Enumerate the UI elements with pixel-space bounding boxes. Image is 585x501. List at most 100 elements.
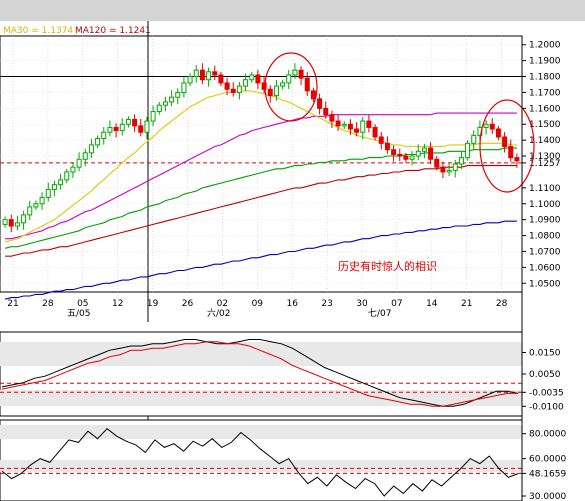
candle-body: [95, 138, 101, 146]
ma120-line: [5, 165, 517, 257]
candle-body: [21, 214, 27, 224]
candle-body: [354, 128, 360, 133]
y-tick-label: 1.1000: [529, 200, 561, 210]
candle-body: [440, 166, 446, 173]
ma240-line: [4, 220, 517, 300]
candle-body: [360, 120, 366, 133]
ma120-label: MA120 = 1.1241: [75, 26, 151, 36]
candle-body: [33, 203, 39, 208]
candle-body: [415, 150, 421, 157]
osc2-band: [0, 460, 522, 472]
candle-body: [280, 82, 286, 87]
x-tick-label: 19: [147, 299, 159, 309]
ma60-line: [5, 112, 517, 240]
candle-body: [169, 96, 175, 103]
header-bar: [0, 0, 585, 21]
x-tick-label: 09: [252, 299, 264, 309]
osc1-series-line: [1, 341, 518, 407]
x-tick-label: 21: [7, 299, 18, 309]
candle-body: [206, 71, 212, 81]
candle-body: [502, 136, 508, 148]
candle-body: [397, 153, 403, 157]
candle-body: [372, 126, 378, 138]
candle-body: [391, 149, 397, 155]
osc1-tick-label: 0.0050: [529, 370, 561, 380]
candle-body: [421, 147, 427, 152]
candle-body: [113, 126, 119, 132]
candle-body: [304, 77, 310, 92]
y-tick-label: 1.1600: [529, 104, 561, 114]
x-tick-label: 07: [391, 299, 402, 309]
candle-body: [45, 188, 51, 198]
x-tick-label: 21: [461, 299, 472, 309]
x-tick-label: 28: [496, 299, 508, 309]
x-tick-label: 30: [356, 299, 368, 309]
x-tick-label: 28: [42, 299, 54, 309]
y-tick-label: 1.1700: [529, 88, 561, 98]
candle-body: [495, 128, 501, 138]
x-tick-label: 12: [112, 299, 123, 309]
candle-body: [132, 118, 138, 127]
osc2-tick-label: 48.1659: [529, 469, 566, 479]
osc1-tick-label: -0.0100: [529, 402, 564, 412]
candle-body: [162, 101, 168, 106]
candle-body: [267, 88, 273, 97]
candle-body: [329, 114, 335, 122]
x-tick-label: 23: [321, 299, 332, 309]
candle-body: [119, 123, 125, 132]
osc2-tick-label: 60.0000: [529, 455, 566, 465]
y-tick-label: 1.1300: [529, 152, 561, 162]
candle-body: [483, 123, 489, 128]
y-tick-label: 1.0800: [529, 232, 561, 242]
osc1-band: [0, 342, 522, 366]
highlight-ellipse-2: [479, 99, 535, 193]
candle-body: [317, 98, 323, 109]
candle-body: [428, 147, 434, 160]
candle-body: [458, 157, 464, 165]
x-tick-label: 16: [286, 299, 298, 309]
candle-body: [261, 82, 267, 90]
candle-body: [434, 158, 440, 168]
month-label-may: 五/05: [67, 309, 91, 319]
candle-body: [82, 152, 88, 160]
panel-gap-1: [0, 322, 585, 332]
osc2-band: [0, 425, 522, 439]
candle-body: [150, 111, 156, 122]
candle-body: [489, 123, 495, 130]
candle-body: [199, 69, 205, 81]
y-tick-label: 1.1100: [529, 184, 561, 194]
y-tick-label: 1.1500: [529, 120, 561, 130]
candle-body: [230, 88, 236, 93]
candle-body: [514, 157, 520, 162]
candle-body: [125, 118, 131, 125]
candle-body: [156, 104, 162, 113]
candle-body: [218, 74, 224, 84]
candle-body: [452, 163, 458, 171]
y-tick-label: 1.1257: [529, 159, 561, 169]
y-tick-label: 1.1800: [529, 73, 561, 83]
ma30-label: MA30 = 1.1374: [3, 26, 73, 36]
y-tick-label: 1.0900: [529, 216, 561, 226]
candle-body: [187, 76, 193, 84]
candle-body: [236, 85, 242, 93]
candle-body: [224, 82, 230, 90]
candle-body: [403, 155, 409, 160]
y-tick-label: 1.0500: [529, 279, 561, 289]
candle-body: [286, 74, 292, 84]
candle-body: [508, 146, 514, 159]
candle-body: [107, 126, 113, 133]
candle-body: [243, 79, 249, 87]
y-tick-label: 1.0700: [529, 247, 561, 257]
candle-body: [347, 123, 353, 130]
candle-body: [255, 74, 261, 84]
candle-body: [138, 125, 144, 133]
x-tick-label: 05: [77, 299, 88, 309]
candle-body: [249, 74, 255, 81]
osc1-tick-label: -0.0035: [529, 388, 564, 398]
candle-body: [409, 155, 415, 160]
month-label-jul: 七/07: [368, 308, 392, 319]
candle-body: [76, 158, 82, 168]
ma30-line: [4, 90, 517, 243]
candle-body: [39, 196, 45, 205]
